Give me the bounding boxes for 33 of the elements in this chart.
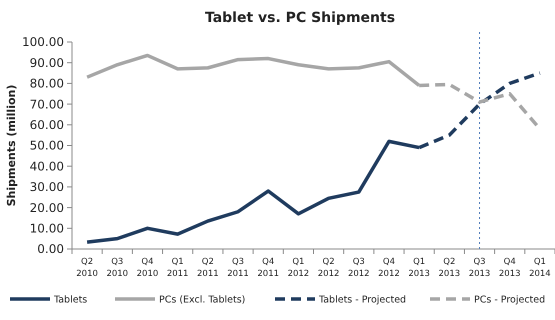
x-tick-label: Q1 2012	[288, 257, 310, 279]
x-tick-label: Q4 2013	[498, 257, 521, 279]
x-tick-label: Q3 2012	[348, 257, 370, 279]
y-tick-label: 90.00	[30, 56, 64, 70]
y-tick-label: 10.00	[30, 222, 64, 236]
x-tick-label: Q3 2013	[468, 257, 490, 279]
x-tick-label: Q4 2010	[136, 257, 158, 279]
x-tick-label: Q3 2010	[106, 257, 128, 279]
y-tick-label: 50.00	[30, 138, 64, 153]
x-tick-label: Q2 2012	[318, 257, 340, 279]
y-tick-label: 20.00	[30, 200, 64, 215]
y-tick-label: 70.00	[30, 97, 64, 112]
x-tick-label: Q2 2010	[76, 257, 98, 279]
x-tick-label: Q4 2011	[257, 257, 280, 279]
legend-label: Tablets	[53, 294, 88, 306]
y-tick-label: 80.00	[30, 76, 64, 91]
y-axis-title: Shipments (million)	[5, 84, 18, 206]
x-tick-label: Q3 2011	[227, 257, 249, 279]
y-tick-label: 100.00	[22, 35, 64, 50]
x-tick-label: Q2 2011	[197, 257, 219, 279]
x-tick-label: Q1 2013	[408, 257, 430, 279]
x-tick-label: Q2 2013	[438, 257, 460, 279]
x-tick-label: Q1 2014	[529, 257, 551, 279]
legend-label: PCs - Projected	[474, 294, 546, 306]
y-tick-label: 0.00	[37, 242, 64, 256]
legend-label: PCs (Excl. Tablets)	[159, 294, 246, 306]
y-tick-label: 60.00	[30, 118, 64, 132]
legend-label: Tablets - Projected	[318, 294, 406, 306]
x-tick-label: Q4 2012	[378, 257, 400, 279]
y-tick-label: 30.00	[30, 180, 64, 194]
chart-title: Tablet vs. PC Shipments	[204, 10, 396, 26]
x-tick-label: Q1 2011	[166, 257, 188, 279]
y-tick-label: 40.00	[30, 159, 64, 174]
